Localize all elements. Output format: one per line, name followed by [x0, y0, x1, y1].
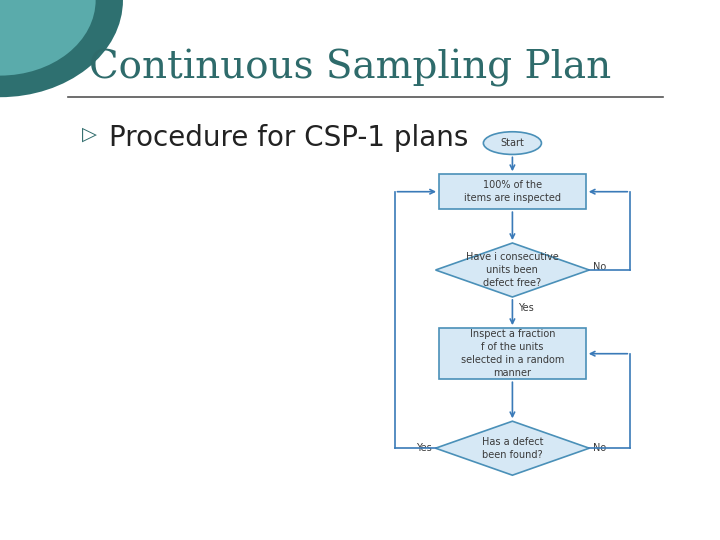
Ellipse shape: [483, 132, 541, 154]
Text: Yes: Yes: [416, 443, 432, 453]
Text: No: No: [593, 262, 606, 272]
Polygon shape: [436, 421, 589, 475]
Polygon shape: [436, 243, 589, 297]
Wedge shape: [0, 0, 123, 97]
Text: Inspect a fraction
f of the units
selected in a random
manner: Inspect a fraction f of the units select…: [461, 329, 564, 379]
Text: Continuous Sampling Plan: Continuous Sampling Plan: [89, 49, 611, 86]
Text: No: No: [593, 443, 606, 453]
Text: Have i consecutive
units been
defect free?: Have i consecutive units been defect fre…: [466, 252, 559, 288]
Text: ▷: ▷: [82, 124, 97, 143]
FancyBboxPatch shape: [439, 328, 586, 379]
Text: Procedure for CSP-1 plans: Procedure for CSP-1 plans: [109, 124, 469, 152]
Text: Start: Start: [500, 138, 524, 148]
Text: Has a defect
been found?: Has a defect been found?: [482, 437, 543, 460]
Wedge shape: [0, 0, 96, 76]
Text: Yes: Yes: [518, 303, 534, 314]
Text: 100% of the
items are inspected: 100% of the items are inspected: [464, 180, 561, 203]
FancyBboxPatch shape: [439, 174, 586, 209]
